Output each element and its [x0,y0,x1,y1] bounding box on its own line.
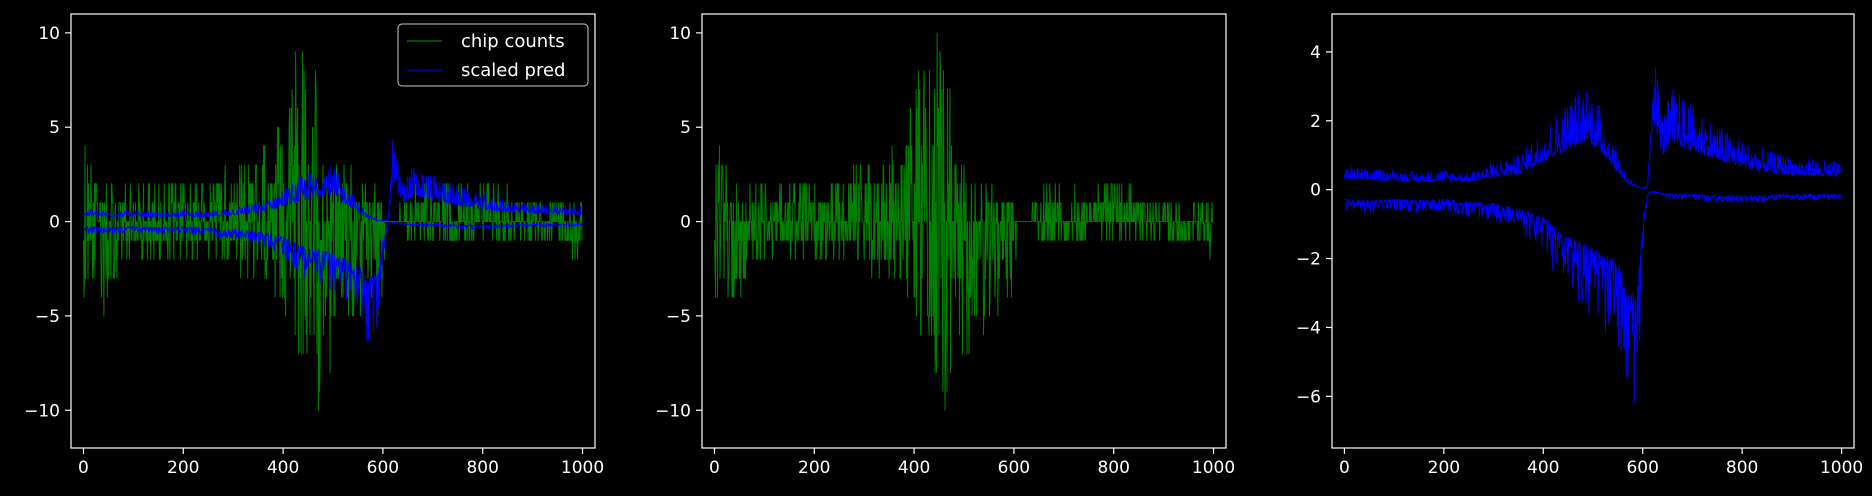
y-tick-label: −2 [1296,250,1321,270]
series-line-0 [83,51,583,411]
y-tick-label: 0 [680,213,691,233]
chart-panel-left: 0 200 400 600 800 1000 −10 −5 0 5 10 chip counts sc… [24,13,604,478]
legend-label: chip counts [461,31,565,52]
axes-frame [1331,13,1855,449]
axis-ticks: 0 200 400 600 800 1000 −6 −4 −2 0 2 4 [1296,43,1863,478]
x-tick-label: 0 [709,458,720,478]
y-tick-label: 2 [1310,112,1321,132]
x-tick-label: 400 [1527,458,1559,478]
x-tick-label: 600 [998,458,1030,478]
legend: chip counts scaled pred [397,23,589,87]
axes-frame [70,13,596,449]
x-tick-label: 400 [898,458,930,478]
x-tick-label: 200 [167,458,199,478]
x-tick-label: 600 [1626,458,1658,478]
x-tick-label: 1000 [1192,458,1235,478]
x-tick-label: 400 [267,458,299,478]
y-tick-label: −5 [666,307,691,327]
x-tick-label: 600 [367,458,399,478]
x-tick-label: 1000 [1820,458,1863,478]
y-tick-label: −10 [24,401,60,421]
chart-panel-middle: 0 200 400 600 800 1000 −10 −5 0 5 10 [655,13,1235,478]
x-tick-label: 800 [1097,458,1129,478]
x-tick-label: 200 [1428,458,1460,478]
y-tick-label: −4 [1296,318,1321,338]
y-tick-label: 5 [49,118,60,138]
y-tick-label: −5 [35,307,60,327]
x-tick-label: 1000 [561,458,604,478]
chart-panel-right: 0 200 400 600 800 1000 −6 −4 −2 0 2 4 [1296,13,1863,478]
y-tick-label: 10 [38,24,60,44]
x-tick-label: 0 [1339,458,1350,478]
legend-label: scaled pred [461,60,565,81]
series-line-0 [714,32,1213,411]
plot-marks [83,51,583,411]
x-tick-label: 800 [1726,458,1758,478]
plot-marks [1343,68,1842,404]
y-tick-label: 10 [669,24,691,44]
plot-marks [714,32,1213,411]
y-tick-label: −6 [1296,387,1321,407]
x-tick-label: 200 [798,458,830,478]
x-tick-label: 800 [466,458,498,478]
y-tick-label: 5 [680,118,691,138]
y-tick-label: 0 [49,213,60,233]
x-tick-label: 0 [78,458,89,478]
y-tick-label: 4 [1310,43,1321,63]
y-tick-label: −10 [655,401,691,421]
series-line-0 [1343,68,1842,404]
series-line-1 [83,139,583,341]
axis-ticks: 0 200 400 600 800 1000 −10 −5 0 5 10 [655,24,1235,478]
axes-frame [701,13,1227,449]
axis-ticks: 0 200 400 600 800 1000 −10 −5 0 5 10 [24,24,604,478]
y-tick-label: 0 [1310,181,1321,201]
legend-box [397,23,589,87]
